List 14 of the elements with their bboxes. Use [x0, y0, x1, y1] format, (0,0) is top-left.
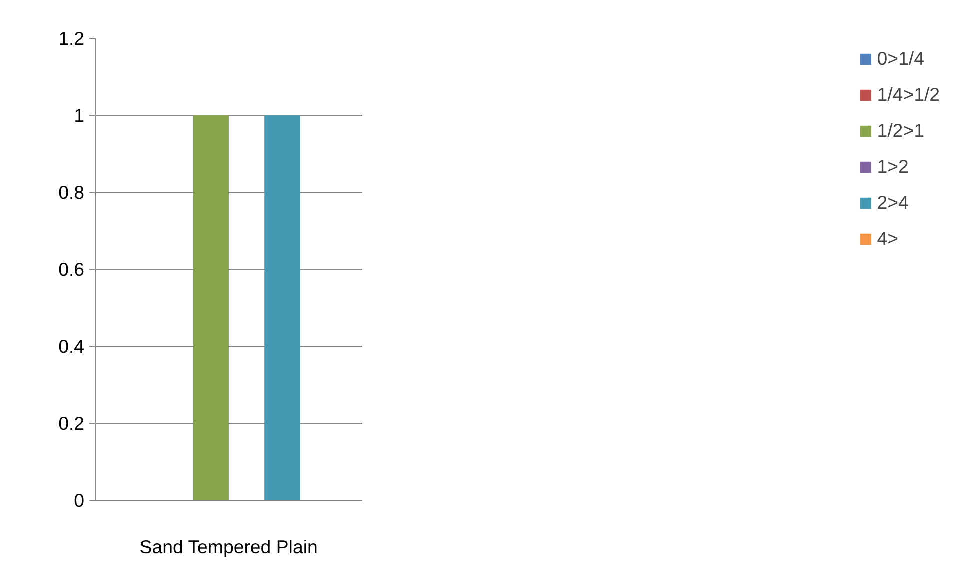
y-tick-label: 1: [74, 105, 85, 126]
y-tick-label: 0.6: [58, 259, 85, 280]
y-tick-label: 0.2: [58, 413, 85, 434]
x-tick-label: Sand Tempered Plain: [140, 536, 318, 558]
legend-label: 1/4>1/2: [877, 84, 940, 106]
y-tick-label: 1.2: [58, 28, 85, 49]
legend-label: 1>2: [877, 156, 909, 178]
y-tick-label: 0.4: [58, 336, 85, 357]
y-tick-label: 0.8: [58, 182, 85, 203]
legend-label: 0>1/4: [877, 48, 924, 70]
y-tick-label: 0: [74, 490, 85, 511]
legend-label: 2>4: [877, 192, 909, 214]
legend-label: 1/2>1: [877, 120, 924, 142]
legend-label: 4>: [877, 228, 899, 250]
